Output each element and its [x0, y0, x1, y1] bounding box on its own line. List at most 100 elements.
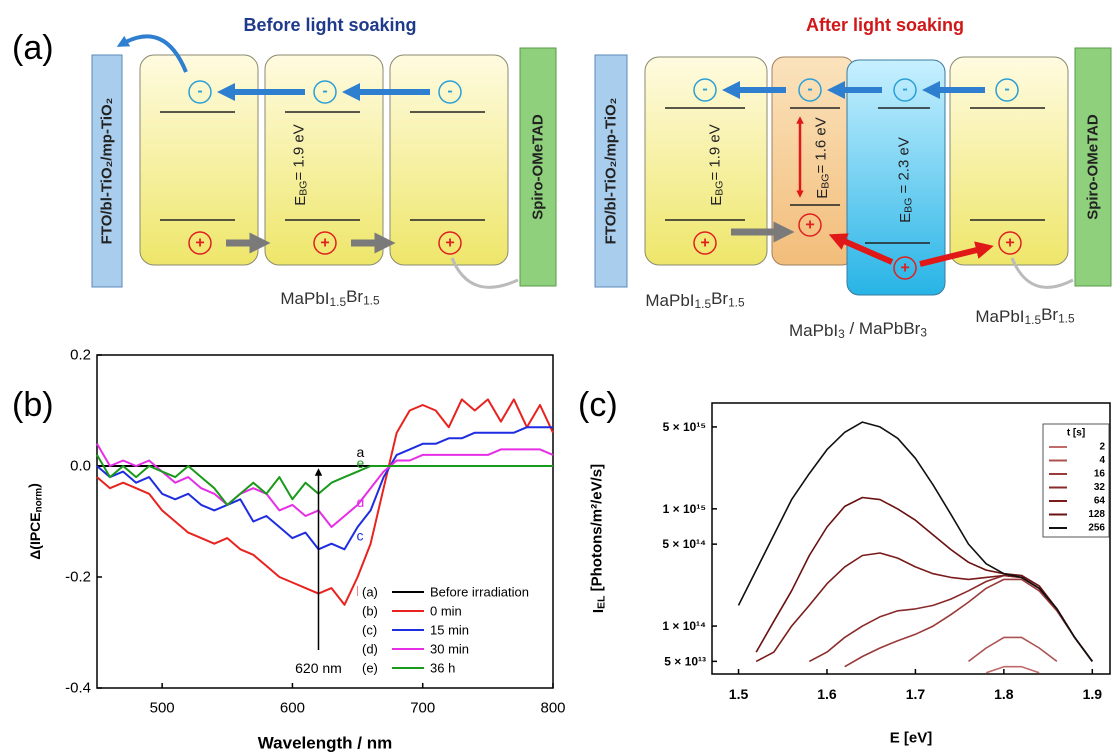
plot-frame — [711, 402, 1111, 675]
formula-part: 1.5 — [1025, 313, 1042, 327]
hole-symbol: + — [700, 235, 709, 252]
electron-symbol: - — [322, 83, 327, 100]
formula-part: 1.5 — [330, 295, 347, 309]
formula-part: BG — [714, 181, 726, 196]
formula-part: 1.5 — [695, 297, 712, 311]
legend-box — [358, 583, 552, 683]
y-tick-label: -0.2 — [65, 569, 91, 586]
formula-part: E — [708, 196, 725, 206]
curve-label: a — [357, 444, 365, 460]
hole-circle — [798, 213, 822, 237]
hole-circle — [893, 256, 917, 280]
legend-tag: (a) — [362, 585, 378, 600]
legend-label: 0 min — [430, 604, 462, 619]
formula-part: = 1.6 eV — [812, 117, 829, 173]
htm-box — [519, 47, 557, 287]
hole-extraction — [1010, 257, 1074, 289]
perovskite-box — [264, 54, 384, 266]
y-axis-label: IEL [Photons/m²/eV/s] — [588, 464, 608, 613]
y-tick-label: 5 × 10¹⁵ — [663, 420, 706, 434]
legend-label: 256 — [1088, 523, 1105, 534]
x-axis-label: E [eV] — [890, 730, 933, 747]
band-gap-label: EBG = 2.3 eV — [895, 137, 915, 223]
hole-extraction — [450, 257, 519, 289]
electrode-box — [91, 54, 123, 288]
hole-symbol: + — [1005, 235, 1014, 252]
formula-part: = 2.3 eV — [895, 137, 912, 197]
curve-label: e — [357, 455, 365, 471]
hole-circle — [998, 231, 1022, 255]
x-tick-label: 1.5 — [729, 686, 749, 702]
y-tick-label: 1 × 10¹⁴ — [662, 619, 706, 633]
hole-circle — [313, 231, 337, 255]
legend-title: t [s] — [1067, 428, 1085, 439]
formula-part: = 1.9 eV — [290, 124, 307, 180]
electron-symbol: - — [1004, 81, 1009, 98]
x-axis-label: Wavelength / nm — [258, 734, 392, 753]
panel-label: (c) — [578, 386, 618, 424]
series-line — [985, 665, 1040, 674]
formula-part: MaPbI — [975, 307, 1024, 326]
legend-tag: (c) — [362, 623, 377, 638]
formula-part: I — [590, 609, 607, 613]
electrode-label: FTO/bl-TiO₂/mp-TiO₂ — [603, 98, 620, 245]
legend-label: 16 — [1094, 469, 1106, 480]
electron-symbol: - — [447, 83, 452, 100]
legend-label: 32 — [1094, 482, 1106, 493]
formula-part: [Photons/m²/eV/s] — [588, 464, 605, 596]
material-label: MaPbI1.5Br1.5 — [280, 287, 380, 309]
legend-label: 64 — [1094, 496, 1106, 507]
x-tick-label: 700 — [410, 700, 435, 717]
electron-symbol: - — [197, 83, 202, 100]
formula-part: BG — [298, 181, 310, 196]
y-tick-label: 5 × 10¹⁴ — [662, 537, 706, 551]
series-line — [737, 421, 1093, 662]
perovskite-box — [139, 54, 259, 266]
formula-part: Br — [711, 289, 728, 308]
x-tick-label: 600 — [280, 700, 305, 717]
formula-part: norm — [33, 488, 44, 513]
formula-part: E — [814, 189, 831, 199]
hole-symbol: + — [805, 217, 814, 234]
perovskite-box — [389, 54, 509, 266]
perovskite-box — [949, 56, 1069, 266]
legend-label: 128 — [1088, 509, 1105, 520]
htm-box — [1074, 47, 1112, 287]
electron-circle — [893, 78, 917, 102]
hole-symbol: + — [320, 235, 329, 252]
band-gap-label: EBG= 1.9 eV — [290, 124, 310, 205]
electron-circle — [188, 80, 212, 104]
curve-label: d — [357, 494, 365, 510]
x-tick-label: 1.7 — [906, 686, 926, 702]
formula-part: = 1.9 eV — [706, 124, 723, 180]
series-line — [844, 578, 1093, 668]
formula-part: Br — [1041, 305, 1058, 324]
series-line — [96, 398, 554, 606]
electron-circle — [995, 78, 1019, 102]
plot-frame — [96, 354, 554, 689]
formula-part: Br — [346, 287, 363, 306]
y-tick-label: 1 × 10¹⁵ — [663, 502, 706, 516]
legend-label: 36 h — [430, 661, 455, 676]
legend-box — [1042, 423, 1110, 538]
y-tick-label: 0.0 — [70, 458, 91, 475]
material-label: MaPbI1.5Br1.5 — [645, 289, 745, 311]
htm-label: Spiro-OMeTAD — [530, 114, 547, 220]
legend-label: 2 — [1099, 442, 1105, 453]
formula-part: MaPbI — [280, 289, 329, 308]
x-tick-label: 500 — [150, 700, 175, 717]
electron-circle — [438, 80, 462, 104]
electron-symbol: - — [702, 81, 707, 98]
formula-part: BG — [820, 174, 832, 189]
formula-part: E — [292, 196, 309, 206]
hole-symbol: + — [195, 235, 204, 252]
hole-symbol: + — [445, 235, 454, 252]
formula-part: EL — [596, 595, 608, 609]
series-line — [96, 454, 553, 506]
legend-tag: (d) — [362, 642, 378, 657]
material-label: MaPbI1.5Br1.5 — [975, 305, 1075, 327]
formula-part: Δ(IPCE — [27, 512, 43, 559]
bromide-box — [846, 59, 946, 296]
hole-symbol: + — [900, 260, 909, 277]
